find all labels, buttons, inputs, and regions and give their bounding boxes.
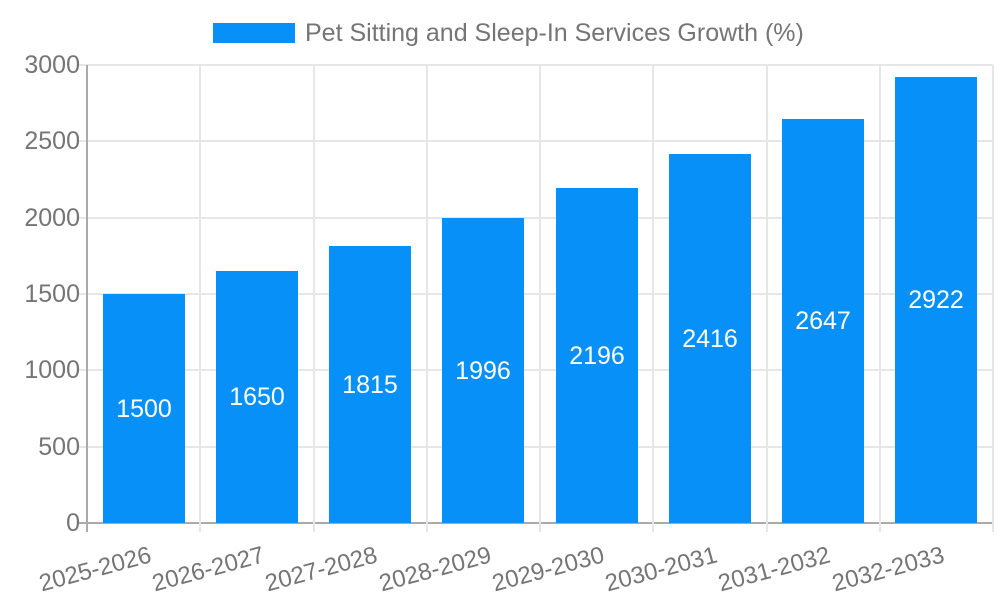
x-axis-baseline (79, 522, 993, 524)
gridline-v (652, 65, 655, 523)
y-tick-label: 0 (66, 509, 80, 537)
gridline-h (79, 216, 993, 219)
legend-series-label: Pet Sitting and Sleep-In Services Growth… (305, 19, 804, 47)
bar-value-label: 1650 (229, 383, 285, 411)
x-tick-mark (539, 523, 541, 532)
x-tick-label: 2031-2032 (715, 541, 834, 598)
bar-value-label: 2922 (908, 286, 964, 314)
gridline-h (79, 369, 993, 372)
bar (669, 154, 751, 523)
gridline-h (79, 64, 993, 66)
x-tick-label: 2026-2027 (149, 541, 268, 598)
bar-value-label: 1996 (455, 357, 511, 385)
x-tick-mark (425, 523, 428, 532)
y-tick-label: 1000 (24, 356, 80, 385)
gridline-v (539, 65, 541, 523)
gridline-v (425, 65, 428, 523)
bar (895, 77, 977, 523)
x-tick-mark (652, 523, 655, 532)
y-tick-label: 2500 (24, 127, 80, 156)
x-tick-label: 2032-2033 (828, 541, 947, 598)
y-tick-label: 2000 (24, 203, 80, 232)
gridline-h (79, 140, 993, 143)
gridline-v (878, 65, 881, 523)
legend-swatch (213, 23, 295, 43)
y-tick-label: 1500 (24, 280, 80, 308)
x-tick-label: 2029-2030 (489, 541, 607, 598)
x-tick-mark (992, 523, 994, 532)
x-tick-mark (199, 523, 202, 532)
bar-value-label: 2196 (569, 342, 625, 370)
x-tick-label: 2025-2026 (36, 541, 154, 598)
bar-value-label: 1815 (342, 371, 398, 399)
y-tick-label: 3000 (24, 51, 80, 79)
bar (216, 271, 298, 523)
gridline-v (992, 65, 994, 523)
gridline-v (199, 65, 202, 523)
x-tick-label: 2028-2029 (375, 541, 494, 598)
gridline-v (765, 65, 768, 523)
x-tick-label: 2030-2031 (602, 541, 721, 598)
gridline-h (79, 293, 993, 295)
chart-legend: Pet Sitting and Sleep-In Services Growth… (213, 19, 804, 47)
bar (782, 119, 864, 523)
bar-value-label: 2647 (795, 307, 851, 335)
x-tick-mark (312, 523, 315, 532)
y-tick-label: 500 (38, 432, 80, 461)
bar-value-label: 2416 (682, 325, 738, 353)
bar (442, 218, 524, 523)
gridline-h (79, 445, 993, 448)
bar-value-label: 1500 (116, 395, 172, 423)
x-tick-label: 2027-2028 (262, 541, 381, 598)
bar (329, 246, 411, 523)
x-tick-mark (878, 523, 881, 532)
x-tick-mark (765, 523, 768, 532)
gridline-v (312, 65, 315, 523)
bar (103, 294, 185, 523)
y-axis-line (86, 65, 88, 532)
bar (556, 188, 638, 523)
